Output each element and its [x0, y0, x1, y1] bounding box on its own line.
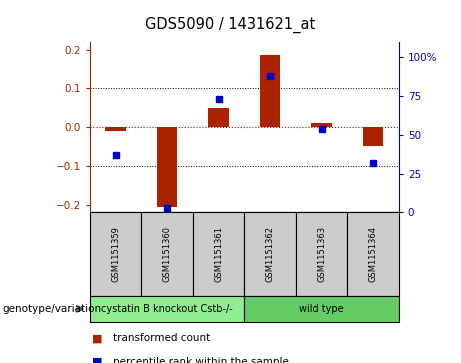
Text: GSM1151363: GSM1151363: [317, 226, 326, 282]
Text: GSM1151362: GSM1151362: [266, 226, 275, 282]
Bar: [208, 108, 229, 127]
Bar: [260, 55, 280, 127]
Text: ■: ■: [92, 333, 103, 343]
Text: transformed count: transformed count: [113, 333, 210, 343]
Bar: [363, 127, 383, 146]
Bar: [311, 123, 332, 127]
Text: genotype/variation: genotype/variation: [2, 304, 101, 314]
Bar: [157, 127, 177, 207]
Text: GSM1151364: GSM1151364: [368, 226, 378, 282]
Text: GDS5090 / 1431621_at: GDS5090 / 1431621_at: [145, 16, 316, 33]
Text: wild type: wild type: [299, 304, 344, 314]
Text: cystatin B knockout Cstb-/-: cystatin B knockout Cstb-/-: [101, 304, 233, 314]
Text: percentile rank within the sample: percentile rank within the sample: [113, 357, 289, 363]
Text: GSM1151361: GSM1151361: [214, 226, 223, 282]
Text: GSM1151360: GSM1151360: [163, 226, 171, 282]
Bar: [105, 127, 126, 131]
Text: GSM1151359: GSM1151359: [111, 226, 120, 282]
Text: ■: ■: [92, 357, 103, 363]
